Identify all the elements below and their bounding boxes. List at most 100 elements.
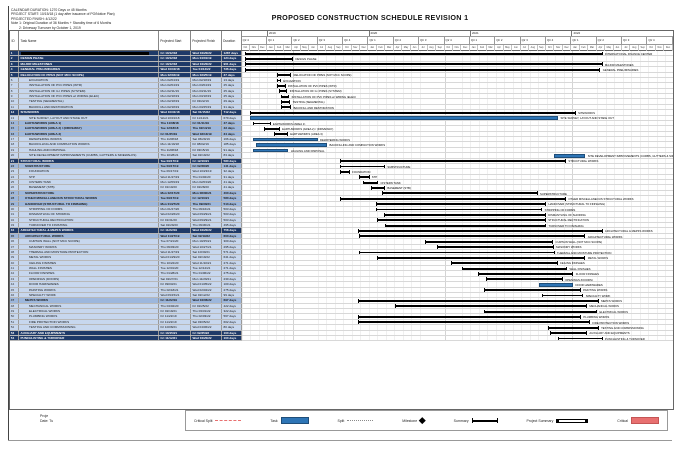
legend-item: Project Summary xyxy=(527,418,589,423)
quarter-label: Qtr 3 xyxy=(521,37,546,44)
gantt-bar-label: SUPERSTRUCTURE xyxy=(540,191,567,196)
gantt-summary-bar xyxy=(385,223,546,228)
task-row: 21 STRUCTURAL WORKS Tue 09/17/19 Fri 12/10/… xyxy=(10,158,673,164)
column-header-projected-finish: Projected Finish xyxy=(191,31,222,50)
task-id-cell: 10 xyxy=(10,99,19,104)
task-start-cell: Wed 11/27/19 xyxy=(159,233,191,239)
task-duration-cell: 25 days xyxy=(222,88,242,93)
task-row: 47 MEPFS WORKS Fri 11/22/19 Wed 04/06/22 697… xyxy=(10,298,673,304)
task-start-cell: Thu 09/03/20 xyxy=(159,244,191,249)
task-duration-cell: 602 days xyxy=(222,319,242,325)
column-header-projected-start: Projected Start xyxy=(159,31,191,50)
task-id-cell: 23 xyxy=(10,169,19,174)
task-finish-cell: Mon 11/29/21 xyxy=(191,276,222,282)
task-duration-cell: 41 days xyxy=(222,185,242,190)
quarter-label: Qtr 4 xyxy=(242,37,267,44)
task-id-cell: 38 xyxy=(10,249,19,255)
task-name-cell: INSTALLATION OF PVC PIPES w/ WIRING (ELE… xyxy=(19,94,159,99)
task-id-cell: 27 xyxy=(10,190,19,196)
task-name-cell: PAINTING WORKS xyxy=(19,287,159,292)
month-label: Dec xyxy=(461,44,470,51)
legend-label: Split xyxy=(337,418,345,423)
gantt-row: DEWATERING WORKS xyxy=(242,137,673,143)
task-row: 45 PAINTING WORKS Thu 02/18/21 Wed 02/02/22… xyxy=(10,287,673,293)
gantt-bar-label: ELECTRICAL WORKS xyxy=(599,309,628,314)
task-start-cell: Thu 11/08/18 xyxy=(159,147,191,153)
task-row: 6 EXCAVATION Mon 02/04/19 Mon 02/18/19 13 da… xyxy=(10,77,673,84)
gantt-bar-label: METAL WORKS xyxy=(587,256,609,261)
gantt-row: TESTING (SEGMENTAL) xyxy=(242,99,673,105)
task-name-cell: TURNOVER TO FINISHING xyxy=(19,223,159,228)
task-duration-cell: 124 days xyxy=(222,56,242,61)
gantt-bar-label: MAJOR MILESTONES xyxy=(604,62,634,67)
quarter-label: Qtr 1 xyxy=(368,37,394,44)
task-duration-cell: 83 days xyxy=(222,153,242,158)
gantt-row: METAL WORKS xyxy=(242,255,673,261)
month-label: Jan xyxy=(571,44,580,51)
task-finish-cell: Thu 03/31/22 xyxy=(191,309,222,314)
task-id-cell: 31 xyxy=(10,212,19,217)
gantt-bar-label: WALL FINISHES xyxy=(569,266,591,271)
task-row: 52 TESTING AND COMMISSIONING Fri 10/08/21 W… xyxy=(10,325,673,331)
legend-label: Summary xyxy=(453,418,469,423)
month-label: Jul xyxy=(419,44,428,51)
task-row-table-cells: 37 MASONRY WORKS Thu 09/03/20 Wed 10/27/21 2… xyxy=(10,244,242,250)
task-name-cell: SITE SURVEY, LAYOUT AND STAKE OUT xyxy=(19,115,159,120)
gantt-bar-label: DEWATERING WORKS xyxy=(320,137,350,142)
gantt-row: SITEWORKS xyxy=(242,110,673,116)
task-start-cell: Mon 02/17/20 xyxy=(159,190,191,196)
gantt-summary-bar xyxy=(425,239,554,244)
task-start-cell: Sat 02/29/20 xyxy=(159,223,191,228)
task-row: 22 SUBSTRUCTURE Tue 09/17/19 Fri 02/28/20 14… xyxy=(10,163,673,170)
task-finish-cell: Mon 03/11/19 xyxy=(191,88,222,93)
gantt-bar-label: STRIPPING OF FORMS xyxy=(544,207,576,212)
task-row-table-cells: 21 STRUCTURAL WORKS Tue 09/17/19 Fri 12/10/… xyxy=(10,158,242,164)
month-label: Nov xyxy=(250,44,259,51)
month-label: Oct xyxy=(343,44,352,51)
task-name-cell: MAJOR MILESTONES xyxy=(19,61,159,67)
gantt-bar-label: TURNOVER TO FINISHING xyxy=(548,223,584,228)
task-row-table-cells: 36 CURTAIN WALL (NOT MCC SCOPE) Tue 07/21/… xyxy=(10,239,242,245)
task-id-cell: 17 xyxy=(10,137,19,142)
task-name-cell: THERMAL AND MOISTURE PROTECTION xyxy=(19,249,159,255)
task-finish-cell: Fri 02/25/22 xyxy=(191,303,222,308)
task-row-table-cells: 18 BACKFILLING AND COMPACTION WORKS Mon 11… xyxy=(10,142,242,148)
task-start-cell: Fri 10/15/21 xyxy=(159,330,191,335)
task-duration-cell: 31 days xyxy=(222,174,242,179)
task-duration-cell: 697 days xyxy=(222,298,242,303)
task-duration-cell: 31 days xyxy=(222,104,242,110)
task-start-cell: Wed 02/26/20 xyxy=(159,212,191,217)
info-line: CALENDAR DURATION: 1270 Days or 45 Month… xyxy=(11,8,87,12)
task-name-cell: AUXILIARY AND EQUIPMENTS xyxy=(19,330,159,335)
info-line: PROJECTED FINISH: 4/12/22 xyxy=(11,16,57,21)
quarter-label: Qtr 2 xyxy=(495,37,521,44)
task-finish-cell: Mon 03/18/19 xyxy=(191,94,222,99)
month-label: Jun xyxy=(512,44,521,51)
task-id-cell: 50 xyxy=(10,314,19,319)
task-id-cell: 2 xyxy=(10,56,19,61)
month-label: Oct xyxy=(445,44,453,51)
quarter-label: Qtr 4 xyxy=(647,37,673,44)
task-row-table-cells: 33 TURNOVER TO FINISHING Sat 02/29/20 Thu 0… xyxy=(10,223,242,229)
task-row-table-cells: 43 OPENINGS (DOORS) Sat 02/27/21 Mon 11/29/… xyxy=(10,276,242,283)
task-start-cell: Wed 11/27/19 xyxy=(159,249,191,255)
month-label: Feb xyxy=(275,44,284,51)
gantt-summary-bar xyxy=(274,132,288,136)
task-row: 51 FIRE PROTECTION WORKS Fri 11/22/19 Sat 0… xyxy=(10,319,673,326)
task-duration-cell: 580 days xyxy=(222,158,242,163)
task-start-cell: Fri 10/12/18 xyxy=(159,51,191,56)
task-id-cell: 47 xyxy=(10,298,19,303)
task-row-table-cells: 31 DISMANTLING OF SHORING Wed 02/26/20 Wed … xyxy=(10,212,242,218)
task-start-cell: Tue 09/17/19 xyxy=(159,158,191,163)
gantt-bar-label: INTERNATIONAL FINANCE CENTER xyxy=(604,51,653,56)
task-start-cell: Fri 11/22/19 xyxy=(159,228,191,233)
task-start-cell: Wed 10/10/18 xyxy=(159,67,191,72)
gantt-task-bar xyxy=(553,154,586,158)
quarter-label: Qtr 2 xyxy=(292,37,318,44)
task-name-cell: DESIGN PHASE xyxy=(19,56,159,61)
gantt-summary-bar xyxy=(485,277,563,282)
task-id-cell: 11 xyxy=(10,104,19,110)
task-start-cell: Wed 10/31/18 xyxy=(159,115,191,120)
task-finish-cell: Fri 12/10/21 xyxy=(191,196,222,201)
info-line: Note 1: Original Duration of 36 Months +… xyxy=(11,21,112,26)
